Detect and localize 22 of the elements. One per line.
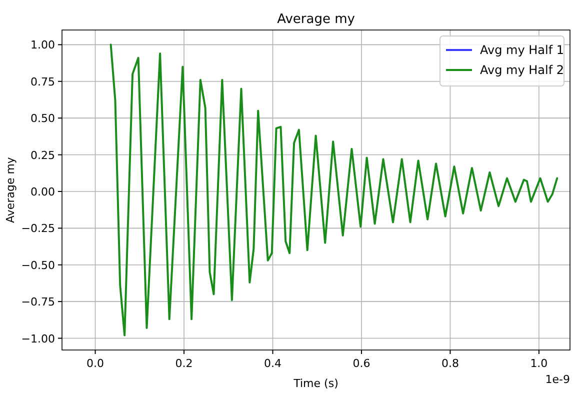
x-tick-label: 0.4	[264, 357, 282, 370]
y-tick-label: 1.00	[30, 38, 55, 52]
chart-title: Average my	[277, 12, 356, 27]
legend-label: Avg my Half 1	[480, 43, 564, 57]
line-series	[110, 44, 558, 336]
y-axis-title: Average my	[4, 156, 17, 223]
x-axis-title: Time (s)	[292, 377, 338, 390]
y-tick-label: −0.75	[21, 296, 55, 309]
y-tick-label: −0.25	[21, 222, 55, 236]
x-tick-label: 0.8	[441, 357, 459, 370]
text: 1e-9	[545, 373, 570, 386]
y-tick-label: 0.75	[30, 75, 55, 88]
x-tick-label: 1.0	[530, 357, 548, 370]
y-tick-label: 0.50	[30, 112, 55, 126]
x-tick-label: 0.0	[86, 357, 104, 370]
legend-label: Avg my Half 2	[480, 63, 564, 77]
x-tick-label: 0.6	[352, 357, 370, 370]
y-tick-label: 0.00	[30, 185, 55, 198]
y-tick-label: 0.25	[30, 148, 55, 162]
y-tick-label: −1.00	[21, 332, 55, 346]
y-tick-label: −0.50	[21, 258, 55, 272]
x-tick-label: 0.2	[175, 357, 193, 370]
